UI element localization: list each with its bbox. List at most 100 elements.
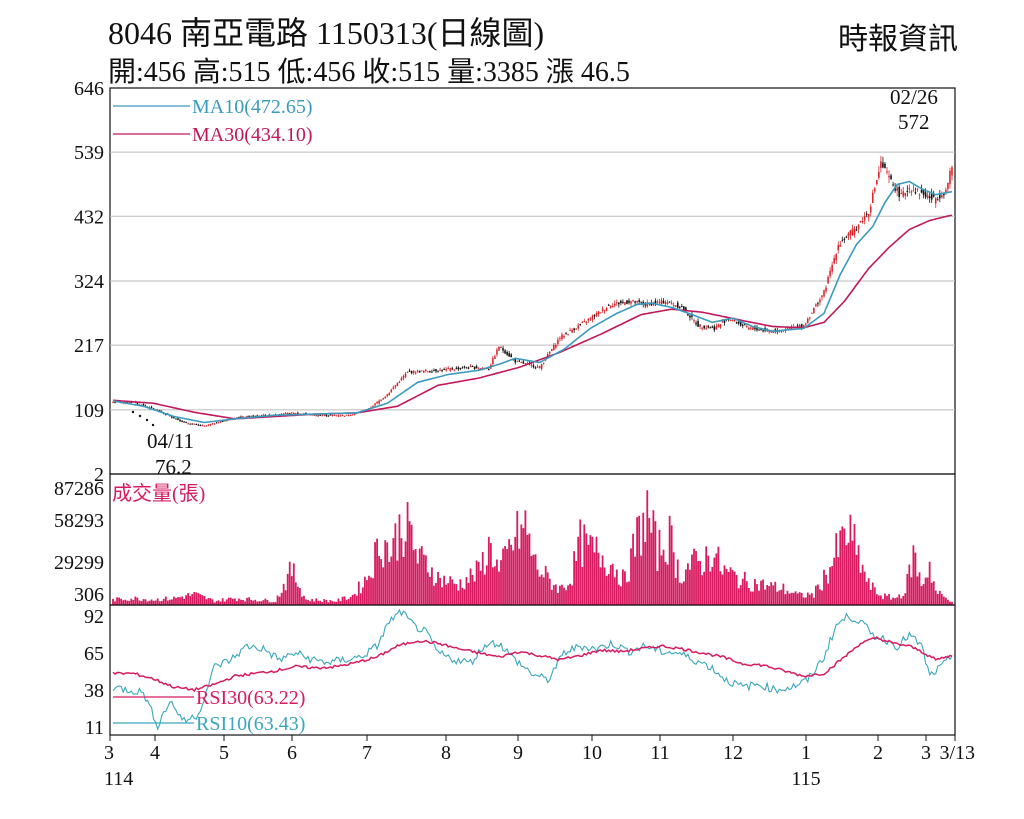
volume-bar (756, 584, 758, 605)
volume-bar (128, 600, 131, 605)
price-candle (420, 370, 423, 372)
price-candle (406, 371, 409, 373)
price-candle (943, 193, 945, 196)
volume-bar (847, 542, 850, 605)
volume-bar (565, 590, 567, 605)
rsi-frame (109, 604, 956, 736)
price-candle (213, 423, 216, 425)
price-candle (559, 338, 561, 340)
price-candle (762, 330, 764, 332)
price-candle (902, 191, 905, 197)
volume-bar (331, 601, 334, 605)
volume-bar (481, 552, 484, 605)
volume-bar (118, 597, 120, 605)
rsi-tick-label: 38 (84, 680, 104, 702)
volume-bar (853, 524, 856, 605)
volume-bar (181, 596, 183, 605)
price-candle (857, 224, 860, 230)
price-candle (715, 326, 718, 329)
volume-bar (713, 557, 716, 605)
price-candle (337, 415, 340, 417)
volume-bar (784, 594, 787, 605)
volume-bar (727, 571, 730, 605)
price-candle (514, 358, 517, 363)
price-candle (136, 402, 139, 404)
volume-bar (817, 584, 819, 605)
price-candle (177, 418, 179, 420)
price-candle (683, 306, 685, 311)
volume-bar (945, 597, 947, 605)
volume-bar (487, 536, 490, 605)
x-axis-month-label: 3/13 (939, 742, 975, 764)
price-candle (205, 425, 208, 427)
volume-label: 成交量(張) (112, 482, 205, 505)
price-candle (674, 305, 677, 307)
price-candle (510, 354, 512, 358)
price-candle (772, 332, 775, 334)
volume-bar (778, 590, 781, 605)
volume-bar (707, 555, 710, 605)
volume-bar (902, 595, 905, 605)
volume-bar (678, 582, 681, 605)
price-candle (500, 347, 502, 349)
volume-bar (298, 588, 301, 605)
price-candle (189, 423, 191, 425)
price-candle (207, 424, 210, 426)
volume-bar (575, 560, 578, 605)
volume-bar (949, 601, 951, 605)
volume-bar (303, 595, 305, 605)
volume-bar (808, 594, 811, 605)
volume-bar (624, 571, 626, 605)
volume-bar (766, 585, 769, 605)
price-candle (646, 302, 649, 307)
volume-bar (869, 590, 872, 605)
volume-bar (382, 567, 385, 605)
volume-bar (416, 563, 419, 605)
price-candle (949, 170, 951, 185)
volume-bar (796, 593, 799, 605)
volume-bar (729, 567, 732, 605)
volume-bar (626, 582, 628, 605)
price-candle (774, 329, 777, 331)
volume-bar (534, 554, 537, 605)
volume-bar (278, 596, 281, 605)
volume-bar (349, 596, 352, 605)
volume-bar (890, 599, 892, 605)
price-candle (936, 199, 939, 201)
volume-bar (908, 564, 911, 605)
volume-bar (506, 549, 509, 605)
price-candle (871, 192, 874, 203)
ma30-legend-label: MA30(434.10) (192, 124, 313, 146)
price-candle (412, 370, 415, 374)
volume-bar (654, 521, 657, 605)
price-candle (339, 415, 342, 417)
price-candle (878, 171, 880, 178)
price-candle (345, 414, 348, 416)
price-candle (171, 415, 173, 418)
volume-bar (185, 595, 188, 605)
price-candle (924, 192, 927, 198)
x-axis-month-label: 1 (801, 742, 811, 764)
price-candle (193, 423, 196, 425)
price-tick-label: 324 (74, 271, 104, 293)
volume-bar (879, 595, 882, 605)
volume-bar (548, 578, 551, 605)
price-candle (788, 327, 791, 329)
volume-bar (800, 592, 803, 605)
price-candle (603, 310, 606, 312)
price-candle (248, 415, 250, 418)
price-candle (532, 365, 535, 368)
volume-bar (752, 591, 754, 605)
volume-bar (112, 598, 114, 605)
price-candle (849, 230, 852, 236)
price-candle (831, 264, 833, 272)
volume-bar (158, 601, 161, 605)
price-candle (567, 333, 569, 335)
volume-bar (764, 589, 767, 605)
price-candle (439, 369, 441, 371)
volume-bar (433, 585, 435, 605)
volume-bar (193, 591, 196, 605)
volume-bar (236, 601, 238, 605)
price-candle (593, 314, 596, 317)
price-candle (711, 326, 714, 328)
